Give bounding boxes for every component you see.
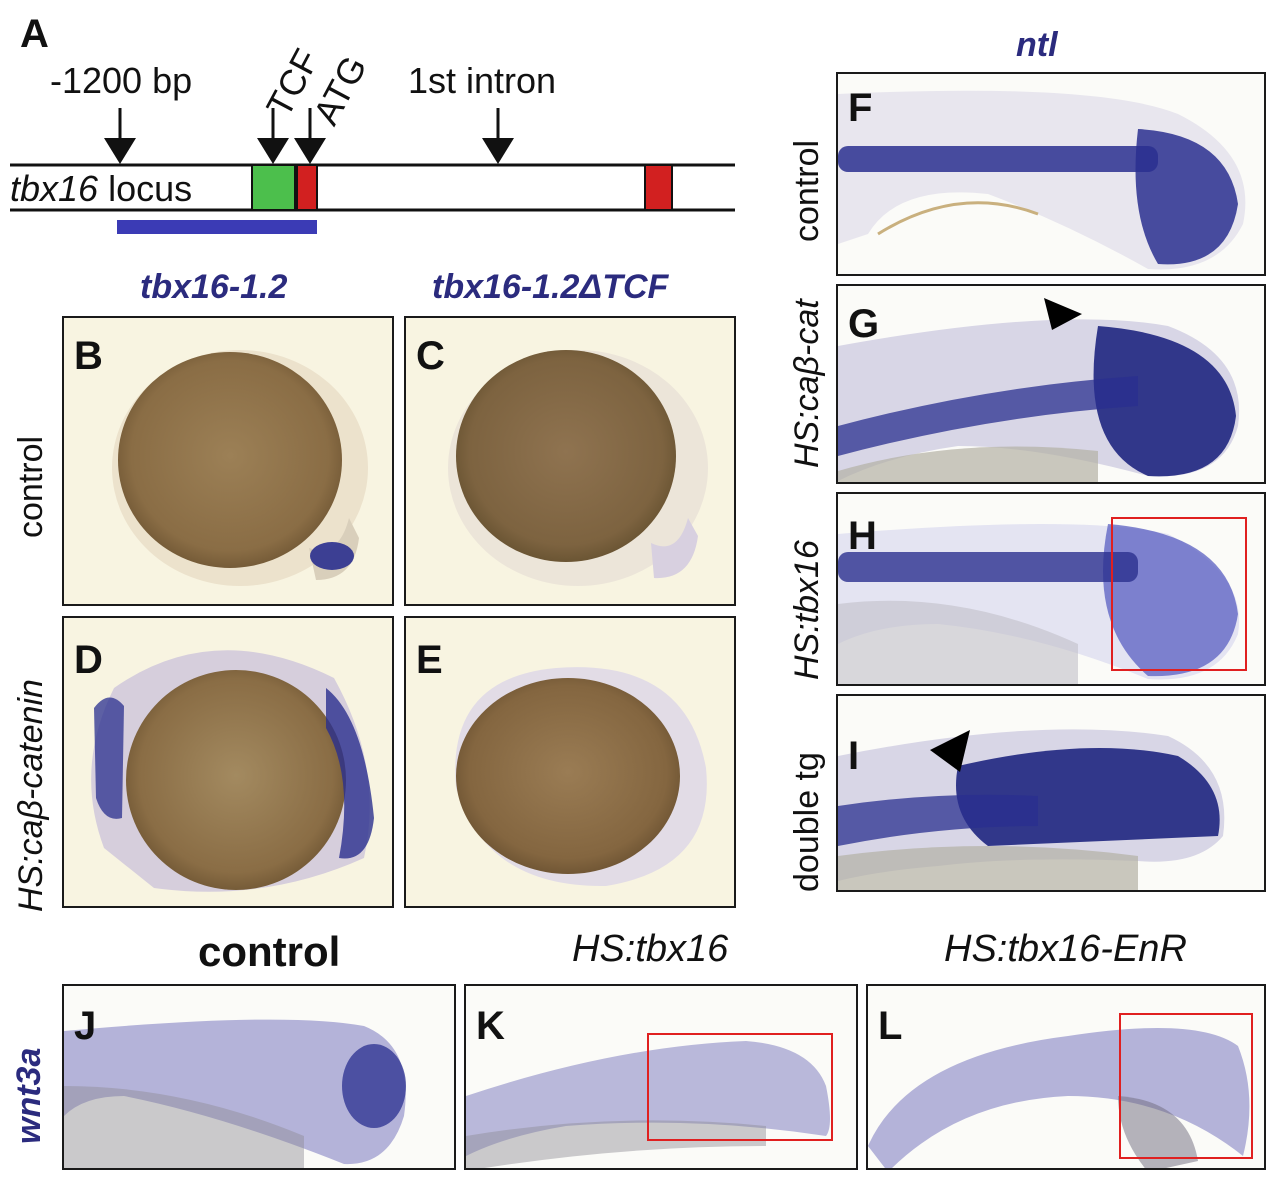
row-label-h-hs-tbx16: HS:tbx16	[788, 540, 826, 680]
embryo-yolk	[456, 350, 676, 562]
notochord	[838, 794, 1038, 846]
panel-k: K	[464, 984, 858, 1170]
panel-j: J	[62, 984, 456, 1170]
yolk-cells	[1118, 1096, 1198, 1168]
locus-text: tbx16 locus	[10, 168, 192, 210]
bp-label: -1200 bp	[50, 60, 193, 101]
intron-label: 1st intron	[408, 60, 557, 101]
panel-d: D	[62, 616, 394, 908]
panel-e: E	[404, 616, 736, 908]
panel-l-label: L	[878, 1004, 903, 1048]
tcf-box	[251, 164, 296, 211]
highlight-box-k	[647, 1033, 833, 1141]
panel-f-label: F	[848, 86, 873, 130]
arrow-intron	[482, 108, 514, 164]
locus-label: locus	[108, 168, 193, 209]
panel-k-label: K	[476, 1004, 505, 1048]
tail-bud	[1093, 326, 1236, 477]
panel-i: I	[836, 694, 1266, 892]
panel-i-label: I	[848, 734, 860, 778]
tail-body	[868, 1028, 1250, 1168]
embryo-yolk	[456, 678, 680, 874]
stain-spot	[310, 542, 354, 570]
stain-right	[326, 688, 374, 859]
tail-body	[64, 1019, 406, 1165]
panel-g: G	[836, 284, 1266, 484]
row-label-control: control	[12, 435, 50, 538]
exon-1	[296, 164, 318, 211]
highlight-box-h	[1111, 517, 1247, 671]
panel-l: L	[866, 984, 1266, 1170]
panel-f: F	[836, 72, 1266, 276]
header-ntl: ntl	[1016, 26, 1058, 64]
panel-e-label: E	[416, 638, 443, 682]
row-label-hs-cab-catenin: HS:caβ-catenin	[12, 679, 50, 912]
arrowhead-g	[1044, 298, 1082, 330]
embryo-yolk	[126, 670, 346, 890]
highlight-box-l	[1119, 1013, 1253, 1159]
row-label-wnt3a: wnt3a	[10, 1047, 48, 1144]
exon-2	[644, 164, 673, 211]
header-tbx16-1-2-dtcf: tbx16-1.2ΔTCF	[432, 268, 669, 306]
panel-h-label: H	[848, 514, 877, 558]
panel-h: H	[836, 492, 1266, 686]
notochord	[838, 146, 1158, 172]
panel-g-label: G	[848, 302, 880, 346]
yolk-cells	[466, 1120, 766, 1168]
arrow-tcf	[257, 108, 289, 164]
embryo-yolk	[118, 352, 342, 568]
panel-a-label: A	[20, 12, 49, 56]
yolk-extension	[877, 201, 1039, 236]
panel-j-label: J	[74, 1004, 97, 1048]
stain-left	[94, 697, 124, 819]
row-label-i-double-tg: double tg	[788, 752, 826, 892]
notochord	[838, 376, 1138, 456]
panel-a: A -1200 bp TCF ATG 1st intron tbx16 locu…	[0, 0, 760, 260]
yolk-cells	[838, 446, 1098, 482]
arrowhead-i	[930, 730, 970, 772]
panel-b: B	[62, 316, 394, 606]
row-label-f-control: control	[788, 139, 826, 242]
tail-bud	[1135, 129, 1238, 265]
header-k-hs-tbx16: HS:tbx16	[572, 928, 729, 970]
locus-diagram	[10, 108, 735, 234]
header-l-hs-tbx16-enr: HS:tbx16-EnR	[944, 928, 1187, 970]
row-label-g-hs-cab-cat: HS:caβ-cat	[788, 299, 826, 468]
header-j-control: control	[198, 928, 341, 975]
panel-d-label: D	[74, 638, 103, 682]
arrow-bp	[104, 108, 136, 164]
panel-b-label: B	[74, 334, 103, 378]
embryo-tail	[651, 518, 698, 579]
header-tbx16-1-2: tbx16-1.2	[140, 268, 288, 306]
yolk-cells	[64, 1086, 304, 1168]
yolk-cells	[838, 600, 1078, 684]
panel-c: C	[404, 316, 736, 606]
notochord	[838, 552, 1138, 582]
yolk-cells	[838, 846, 1138, 890]
arrow-atg	[294, 108, 326, 164]
probe-bar	[117, 220, 317, 234]
tail-bud-stain	[342, 1044, 406, 1128]
panel-c-label: C	[416, 334, 445, 378]
gene-label: tbx16	[10, 168, 99, 209]
